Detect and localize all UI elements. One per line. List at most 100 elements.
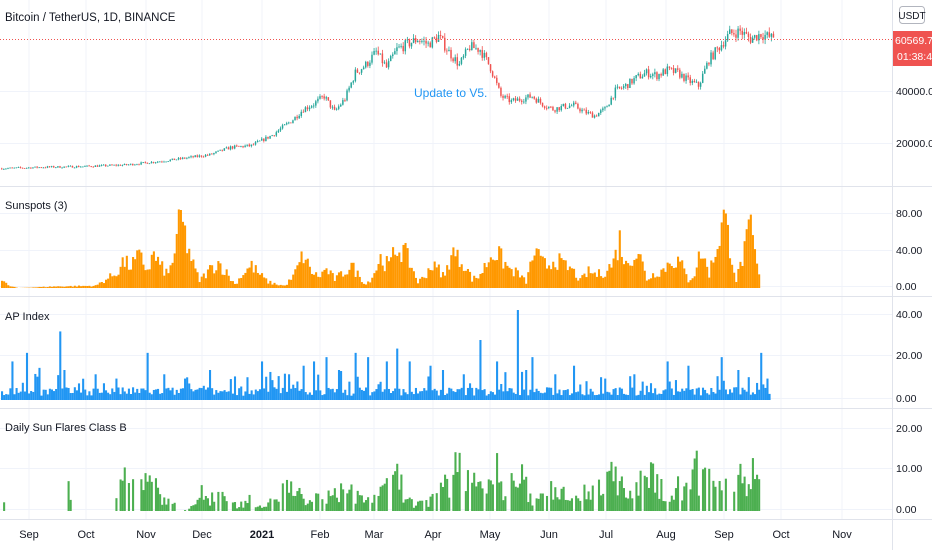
sun-flare-bar [140,479,143,511]
sunspot-bar [716,249,719,288]
sun-flare-bar [647,487,650,511]
sunspot-bar [167,273,170,288]
ap-index-bar [435,390,438,400]
symbol-title[interactable]: Bitcoin / TetherUS, 1D, BINANCE [5,12,176,24]
sunspot-bar [5,282,8,288]
sun-flare-bar [300,494,303,511]
sunspot-bar [171,262,174,288]
ap-index-bar [597,394,601,400]
candle-body [454,57,456,62]
ap-index-bar [190,389,193,400]
sunspot-bar [55,286,58,288]
candle-body [760,34,762,38]
sun-flare-bar [159,494,162,511]
sunspot-bar [219,263,222,288]
sunspot-bar [221,274,224,288]
ap-index-bar [741,387,744,400]
ap-index-bar [150,394,153,400]
sunspot-bar [315,272,318,288]
sunspot-bar [196,272,199,288]
ap-index-bar [500,383,503,400]
ap-index-bar [244,391,247,400]
candle-body [165,161,167,163]
ap-index-bar [766,378,769,400]
ap-index-bar [342,392,345,400]
candle-body [541,102,544,107]
sunspots-title[interactable]: Sunspots (3) [5,200,67,212]
candle-body [585,109,587,114]
candle-body [583,109,585,111]
currency-button[interactable] [899,6,925,24]
sun-flare-bar [142,490,145,511]
sunspot-bar [691,278,694,288]
ap-index-bar [643,394,646,400]
sun-flares-title[interactable]: Daily Sun Flares Class B [5,422,127,434]
candle-body [227,147,230,150]
candle-body [233,145,236,149]
ap-index-bar [454,392,457,400]
ap-index-bar [154,389,157,400]
ap-index-bar [358,387,361,400]
sunspot-bar [67,286,70,288]
sunspot-bar [105,279,108,288]
candle-body [456,57,459,66]
candle-body [167,161,169,163]
ap-index-bar [263,388,266,400]
ap-index-bar [695,388,698,400]
sunspot-bar [365,284,368,288]
ap-index-bar [429,365,432,400]
candle-body [354,69,357,82]
sunspot-bar [756,263,759,288]
sun-flare-bar [202,499,205,511]
candle-body [96,165,99,167]
sunspot-bar [706,266,709,288]
candle-body [188,157,190,158]
ap-index-bar [102,383,105,400]
sun-flare-bar [231,502,234,511]
ap-index-bar [1,391,4,400]
sun-flare-bar [209,505,212,511]
ap-index-title[interactable]: AP Index [5,311,50,323]
sun-flare-bar [670,495,673,511]
candle-body [240,146,242,147]
candle-body [285,123,288,125]
ap-index-bar [90,395,93,400]
sun-flare-bar [452,474,455,511]
sunspot-bar [521,275,524,288]
sun-flare-bar [327,490,330,511]
ap-index-bar [3,395,6,400]
candle-body [514,98,517,101]
time-axis[interactable]: Sep Oct Nov Dec 2021 Feb Mar Apr May Jun… [19,529,852,541]
sun-flare-bar [410,499,413,511]
sunspot-bar [200,276,203,288]
ap-index-bar [462,374,465,400]
currency-label[interactable]: USDT [898,11,925,22]
sunspot-bar [466,268,469,288]
candle-body [504,95,506,98]
ap-index-bar [473,395,476,400]
sunspot-bar [527,272,530,288]
sun-flare-bar [256,506,259,511]
sun-flare-bar [708,468,711,511]
candle-body [577,103,579,109]
candle-body [610,97,612,105]
ap-index-bar [614,388,617,400]
ap-index-bar [215,390,218,400]
candle-body [385,62,388,68]
sunspot-bar [337,272,341,288]
candle-body [15,167,18,169]
sunspot-bar [3,281,6,288]
sunspot-bar [545,268,549,288]
sunspot-bar [50,286,53,288]
ap-index-bar [202,385,205,400]
ap-index-bar [733,387,736,400]
ap-index-bar [743,389,746,400]
sunspot-bar [277,285,280,288]
sun-flare-bar [491,484,494,511]
sunspot-bar [398,252,401,288]
ap-index-bar [710,387,713,400]
time-axis-label: Sep [19,529,39,541]
ap-index-bar [315,390,318,400]
candle-body [281,125,284,129]
